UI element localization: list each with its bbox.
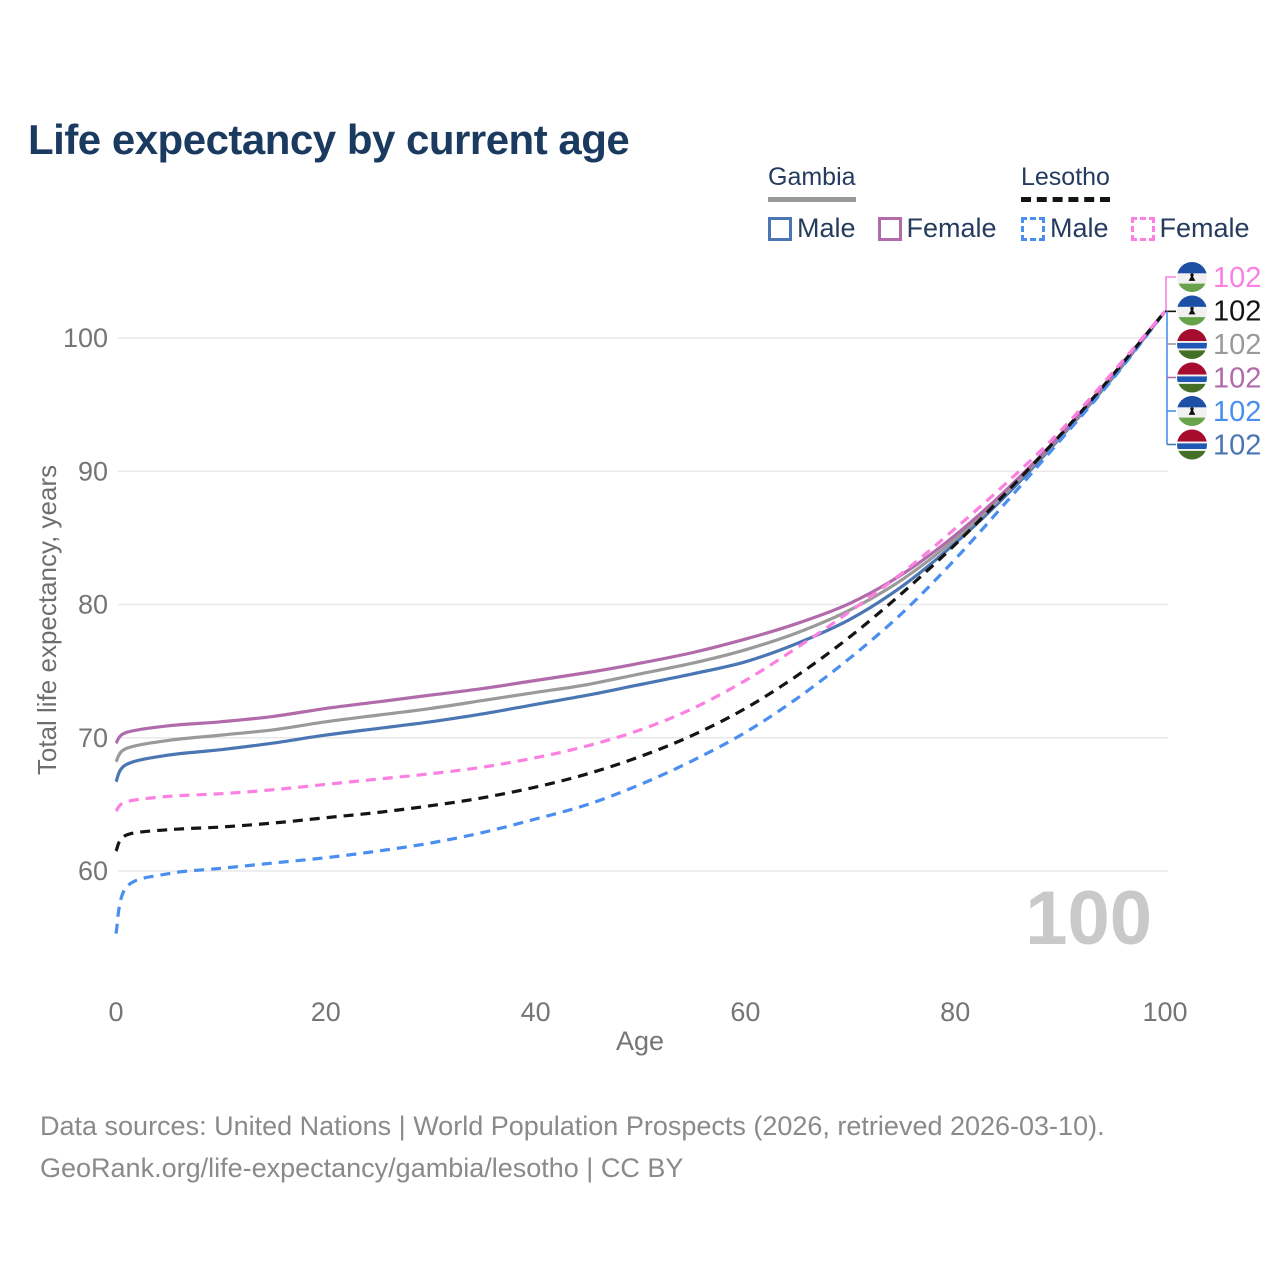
- end-value-label-gambia_male: 102: [1213, 430, 1261, 462]
- age-watermark: 100: [1025, 876, 1152, 961]
- line-lesotho_all: [114, 310, 1167, 852]
- gambia-female-swatch-icon: [877, 216, 902, 241]
- legend-item-lesotho-female[interactable]: Female: [1130, 213, 1250, 244]
- gambia-flag-icon: [1177, 363, 1207, 393]
- y-tick-label: 80: [78, 590, 108, 620]
- line-lesotho_female: [114, 310, 1167, 813]
- lesotho-flag-icon: [1177, 262, 1207, 292]
- x-tick-label: 0: [108, 997, 123, 1027]
- end-value-label-gambia_all: 102: [1213, 329, 1261, 361]
- x-tick-label: 20: [311, 997, 341, 1027]
- legend-group-lesotho: Lesotho Male Female: [1021, 163, 1272, 244]
- y-tick-label: 100: [63, 323, 108, 353]
- legend-item-gambia-male[interactable]: Male: [768, 213, 856, 244]
- y-tick-label: 90: [78, 456, 108, 486]
- legend-label: Female: [906, 213, 997, 243]
- gambia-flag-icon: [1177, 329, 1207, 359]
- legend-label: Male: [797, 213, 856, 243]
- line-lesotho_male: [114, 310, 1167, 934]
- x-tick-label: 100: [1142, 997, 1187, 1027]
- line-gambia_male: [114, 310, 1167, 783]
- legend-label: Male: [1050, 213, 1109, 243]
- x-tick-label: 60: [730, 997, 760, 1027]
- gridlines: [118, 337, 1168, 872]
- end-value-label-lesotho_female: 102: [1213, 262, 1261, 294]
- y-axis-tick-labels: 60 70 80 90 100: [63, 323, 108, 886]
- legend-group-gambia: Gambia Male Female: [768, 163, 1019, 244]
- x-axis-title: Age: [616, 1026, 664, 1056]
- data-source-line: Data sources: United Nations | World Pop…: [40, 1111, 1105, 1141]
- x-tick-label: 40: [521, 997, 551, 1027]
- line-gambia_all: [114, 310, 1167, 763]
- end-value-label-lesotho_all: 102: [1213, 296, 1261, 328]
- y-axis-title: Total life expectancy, years: [32, 465, 62, 775]
- gambia-flag-icon: [1177, 430, 1207, 460]
- x-tick-label: 80: [940, 997, 970, 1027]
- y-tick-label: 70: [78, 723, 108, 753]
- leader-line: [1165, 276, 1176, 312]
- legend-label: Female: [1159, 213, 1250, 243]
- lesotho-female-swatch-icon: [1130, 216, 1155, 241]
- legend-item-lesotho-male[interactable]: Male: [1021, 213, 1109, 244]
- footer: Data sources: United Nations | World Pop…: [40, 1105, 1105, 1189]
- attribution-line: GeoRank.org/life-expectancy/gambia/lesot…: [40, 1153, 684, 1183]
- gambia-male-swatch-icon: [768, 216, 792, 241]
- legend-country-gambia[interactable]: Gambia: [768, 163, 856, 202]
- y-tick-label: 60: [78, 856, 108, 886]
- page-title: Life expectancy by current age: [28, 116, 630, 164]
- legend-item-gambia-female[interactable]: Female: [877, 213, 997, 244]
- lesotho-flag-icon: [1177, 396, 1207, 426]
- legend-country-lesotho[interactable]: Lesotho: [1021, 163, 1110, 202]
- end-value-label-gambia_female: 102: [1213, 363, 1261, 395]
- x-axis-tick-labels: 0 20 40 60 80 100: [108, 997, 1187, 1027]
- series-lines: [114, 310, 1167, 934]
- end-value-label-lesotho_male: 102: [1213, 396, 1261, 428]
- lesotho-flag-icon: [1177, 296, 1207, 326]
- lesotho-male-swatch-icon: [1021, 216, 1045, 241]
- line-gambia_female: [114, 310, 1167, 745]
